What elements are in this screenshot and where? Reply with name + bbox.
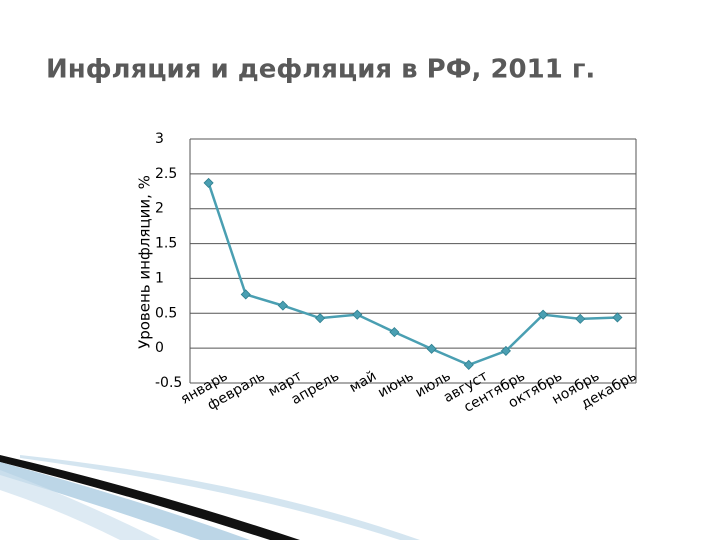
- chart-title: Инфляция и дефляция в РФ, 2011 г.: [46, 55, 595, 85]
- y-tick-label: 0: [155, 340, 164, 356]
- data-point: [277, 300, 288, 311]
- y-tick-label: 3: [155, 131, 164, 147]
- y-tick-label: 0.5: [155, 305, 177, 321]
- data-point: [500, 345, 511, 356]
- data-point: [352, 309, 363, 320]
- data-point: [538, 309, 549, 320]
- x-tick-label: июнь: [375, 368, 416, 401]
- y-tick-label: 1.5: [155, 236, 177, 252]
- decor-swoosh: [0, 455, 420, 540]
- y-tick-label: 2.5: [155, 166, 177, 182]
- y-tick-label: 2: [155, 201, 164, 217]
- y-tick-label: -0.5: [155, 375, 182, 391]
- data-point: [463, 359, 474, 370]
- data-point: [240, 289, 251, 300]
- x-tick-label: май: [347, 368, 379, 396]
- data-point: [575, 313, 586, 324]
- data-point: [612, 312, 623, 323]
- series-line: [207, 182, 618, 367]
- data-point: [389, 327, 400, 338]
- data-point: [426, 343, 437, 354]
- y-tick-label: 1: [155, 270, 164, 286]
- data-point: [203, 177, 214, 188]
- y-axis-label: Уровень инфляции, %: [136, 175, 154, 349]
- data-point: [315, 313, 326, 324]
